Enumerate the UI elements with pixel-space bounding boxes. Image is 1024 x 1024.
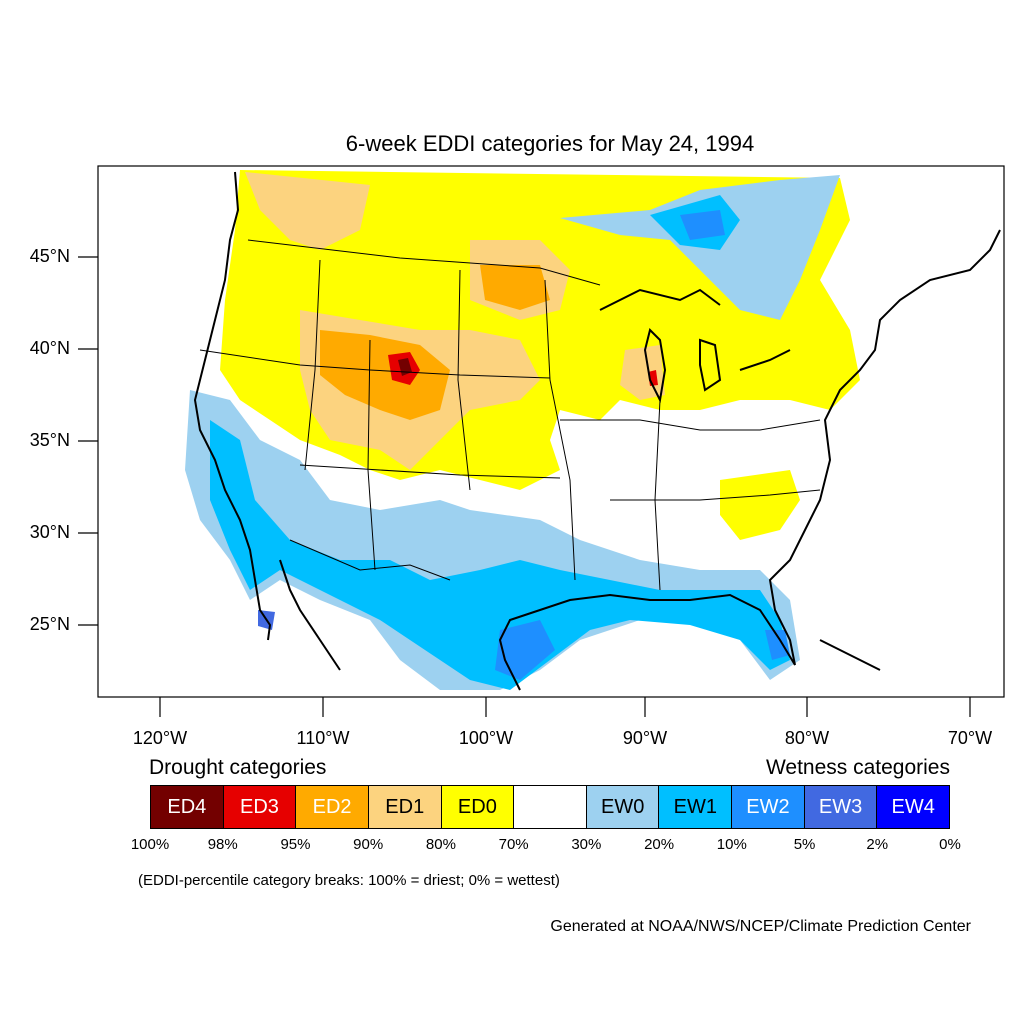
percentile-break: 0% bbox=[939, 836, 961, 853]
map-title: 6-week EDDI categories for May 24, 1994 bbox=[345, 131, 755, 156]
percentile-break: 10% bbox=[716, 836, 747, 853]
legend-box-ew3: EW3 bbox=[804, 786, 878, 828]
percentile-break: 30% bbox=[571, 836, 602, 853]
legend-box-ew1: EW1 bbox=[659, 786, 733, 828]
coastlines bbox=[193, 171, 1001, 691]
lon-label: 90°W bbox=[622, 728, 668, 748]
percentile-break: 98% bbox=[207, 836, 238, 853]
lat-label: 35°N bbox=[29, 430, 70, 450]
percentile-break: 70% bbox=[498, 836, 529, 853]
lat-label: 45°N bbox=[29, 246, 70, 266]
ed1-northwest bbox=[245, 172, 370, 250]
map-canvas bbox=[78, 165, 1005, 717]
lat-label: 25°N bbox=[29, 614, 70, 634]
legend-box-ew4: EW4 bbox=[877, 786, 950, 828]
legend-box-neutral bbox=[514, 786, 587, 828]
percentile-break: 95% bbox=[280, 836, 311, 853]
legend-box-ew2: EW2 bbox=[732, 786, 805, 828]
lon-label: 100°W bbox=[458, 728, 514, 748]
drought-heading: Drought categories bbox=[149, 756, 327, 779]
lon-label: 70°W bbox=[947, 728, 993, 748]
percentile-break: 90% bbox=[353, 836, 384, 853]
category-legend: ED4 ED3 ED2 ED1 ED0 EW0 EW1 EW2 EW3 EW4 bbox=[150, 785, 950, 829]
legend-box-ed4: ED4 bbox=[151, 786, 224, 828]
ew2-texas bbox=[495, 620, 555, 680]
percentile-break: 2% bbox=[866, 836, 889, 853]
lon-label: 110°W bbox=[296, 728, 350, 748]
ew2-north bbox=[680, 210, 725, 240]
percentile-break: 80% bbox=[425, 836, 456, 853]
ew2-florida bbox=[765, 630, 790, 660]
percentile-break: 100% bbox=[130, 836, 170, 853]
lat-label: 30°N bbox=[29, 522, 70, 542]
legend-box-ew0: EW0 bbox=[586, 786, 660, 828]
credit-line: Generated at NOAA/NWS/NCEP/Climate Predi… bbox=[550, 918, 971, 935]
axis-ticks bbox=[78, 256, 971, 717]
legend-box-ed0: ED0 bbox=[441, 786, 515, 828]
category-shading bbox=[185, 170, 1001, 691]
lon-label: 120°W bbox=[132, 728, 188, 748]
ed2-dakotas bbox=[480, 265, 550, 310]
map-frame bbox=[97, 165, 1005, 698]
percentile-break: 5% bbox=[793, 836, 816, 853]
lon-label: 80°W bbox=[784, 728, 830, 748]
legend-box-ed1: ED1 bbox=[368, 786, 442, 828]
ed2-rockies bbox=[320, 330, 450, 420]
borders bbox=[199, 239, 821, 591]
lat-label: 40°N bbox=[29, 338, 70, 358]
wetness-heading: Wetness categories bbox=[765, 756, 950, 779]
percentile-break: 20% bbox=[644, 836, 675, 853]
ed0-southeast bbox=[720, 470, 800, 540]
category-note: (EDDI-percentile category breaks: 100% =… bbox=[138, 872, 560, 889]
legend-box-ed3: ED3 bbox=[223, 786, 297, 828]
legend-box-ed2: ED2 bbox=[296, 786, 369, 828]
